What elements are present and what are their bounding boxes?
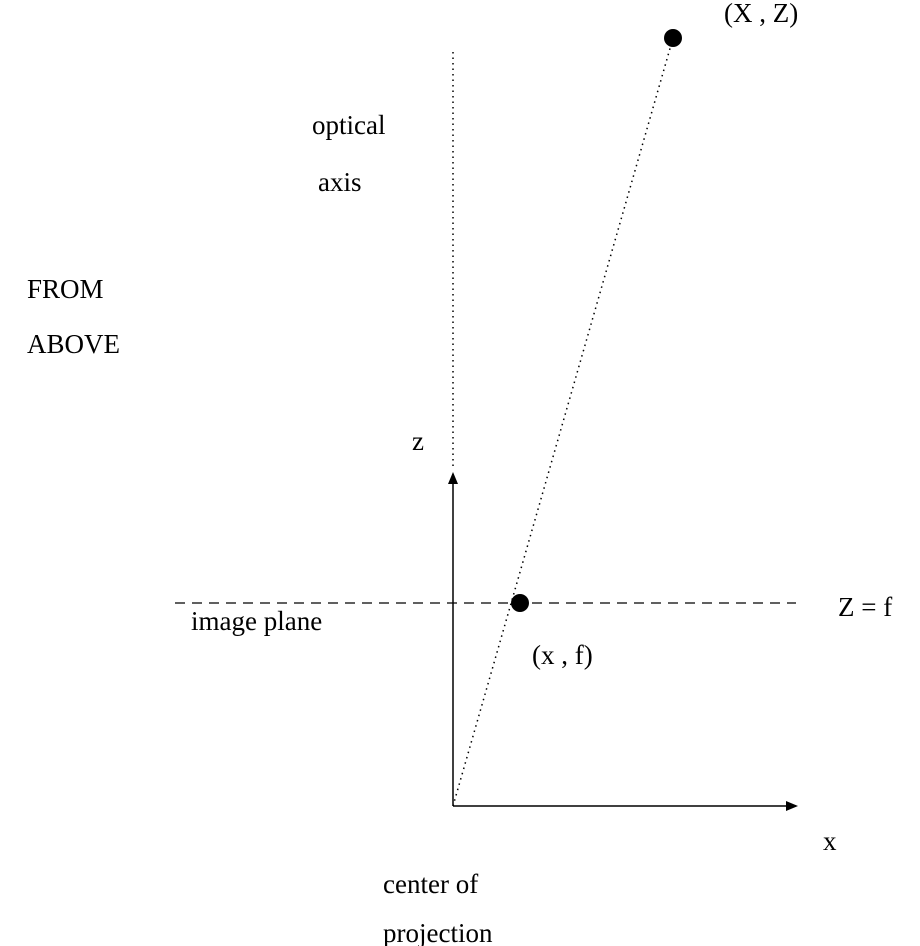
center-of-projection-label-line2: projection xyxy=(383,918,493,946)
z-axis-label: z xyxy=(412,426,424,456)
center-of-projection-label-line1: center of xyxy=(383,869,478,899)
image-plane-label: image plane xyxy=(191,606,322,636)
image-point-label: (x , f) xyxy=(532,640,593,670)
image-point-marker xyxy=(511,594,529,612)
world-point-label: (X , Z) xyxy=(724,0,798,28)
projection-ray xyxy=(452,37,674,807)
world-point-marker xyxy=(664,29,682,47)
view-label-line2: ABOVE xyxy=(27,329,120,359)
optical-axis-label-line2: axis xyxy=(318,167,362,197)
x-axis-label: x xyxy=(823,826,837,856)
view-label-line1: FROM xyxy=(27,274,104,304)
plane-equation-label: Z = f xyxy=(838,592,892,622)
optical-axis-label-line1: optical xyxy=(312,110,385,140)
